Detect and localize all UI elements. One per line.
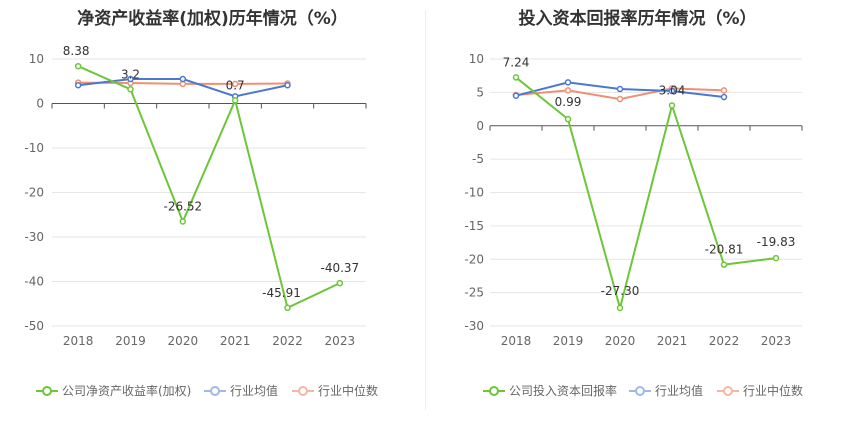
legend-line-marker-icon: [36, 385, 58, 396]
data-label: 0.99: [555, 95, 582, 109]
y-tick-label: -30: [464, 319, 484, 333]
company-series-point: [74, 62, 82, 70]
company-series-point: [720, 261, 728, 268]
legend-line-marker-icon: [204, 385, 226, 396]
legend-label-industry-average: 行业均值: [230, 384, 279, 398]
legend-item-industry-median[interactable]: 行业中位数: [717, 382, 803, 399]
company-series-point: [179, 218, 187, 225]
x-tick-label: 2022: [709, 334, 740, 348]
industry-median-series-point: [616, 95, 624, 103]
y-tick-label: -20: [464, 252, 484, 266]
x-tick-label: 2019: [115, 334, 146, 348]
industry-average-series-point: [668, 87, 676, 95]
roe-chart-panel: 净资产收益率(加权)历年情况（%） 10 0 -10 -20 -30 -40 -50 2018…: [0, 9, 425, 402]
industry-median-series-point: [720, 87, 728, 94]
company-series-point: [512, 74, 520, 81]
y-tick-label: 0: [36, 97, 44, 111]
data-label: 3.04: [659, 83, 686, 97]
company-series-point: [668, 102, 676, 109]
y-tick-label: 10: [29, 52, 44, 66]
data-label: -26.52: [163, 200, 202, 214]
data-label: 8.38: [63, 44, 90, 58]
company-series-point: [336, 279, 344, 287]
data-label: -20.81: [705, 243, 744, 257]
legend-item-industry-average[interactable]: 行业均值: [204, 382, 278, 399]
company-series-line: [515, 76, 777, 312]
y-tick-label: -5: [472, 152, 484, 166]
legend-item-industry-average[interactable]: 行业均值: [629, 382, 703, 399]
x-tick-label: 2023: [761, 334, 792, 348]
x-tick-label: 2019: [553, 334, 584, 348]
roe-chart-plot: 10 0 -10 -20 -30 -40 -50 2018 2019 2020 2021 2022 20…: [24, 44, 367, 348]
x-tick-label: 2018: [63, 334, 94, 348]
industry-average-series-point: [284, 82, 291, 89]
industry-average-series-point: [74, 82, 82, 89]
legend-line-marker-icon: [292, 385, 314, 396]
panel-divider: [425, 10, 426, 410]
legend-item-company-roic[interactable]: 公司投入资本回报率: [483, 382, 617, 399]
data-label: 0.7: [226, 78, 245, 92]
company-series-point: [231, 97, 239, 104]
data-label: 7.24: [503, 55, 530, 69]
legend-item-industry-median[interactable]: 行业中位数: [292, 382, 378, 399]
industry-average-series-point: [616, 85, 624, 93]
data-label: -19.83: [757, 235, 796, 249]
y-tick-label: -10: [464, 186, 484, 200]
roe-chart-legend: 公司净资产收益率(加权) 行业均值 行业中位数: [0, 382, 425, 402]
industry-average-series-point: [512, 92, 520, 99]
company-series-point: [564, 115, 572, 123]
y-tick-label: -20: [24, 186, 44, 200]
roic-chart-panel: 投入资本回报率历年情况（%） 10 5 0 -5 -10 -15 -20 -25 -30 2018…: [425, 0, 850, 437]
legend-item-company-roe[interactable]: 公司净资产收益率(加权): [36, 382, 191, 399]
legend-label-industry-average: 行业均值: [655, 384, 704, 398]
legend-label-industry-median: 行业中位数: [743, 384, 804, 398]
company-series-point: [772, 254, 780, 262]
roic-chart-title: 投入资本回报率历年情况（%）: [518, 9, 757, 29]
data-label: -40.37: [320, 261, 359, 275]
y-tick-label: -25: [464, 286, 484, 300]
y-tick-label: -15: [464, 219, 484, 233]
y-tick-label: -40: [24, 275, 44, 289]
legend-label-industry-median: 行业中位数: [318, 384, 379, 398]
legend-label-company-roic: 公司投入资本回报率: [509, 384, 618, 398]
x-tick-label: 2022: [272, 334, 303, 348]
legend-line-marker-icon: [717, 385, 739, 396]
industry-median-series-point: [564, 87, 572, 94]
company-series-point: [127, 86, 134, 93]
industry-average-series-point: [127, 75, 134, 83]
y-tick-label: -50: [24, 319, 44, 333]
x-tick-label: 2018: [501, 334, 532, 348]
company-series-line: [77, 65, 341, 310]
legend-line-marker-icon: [483, 385, 505, 396]
y-tick-label: -10: [24, 141, 44, 155]
industry-average-series-point: [720, 93, 728, 101]
x-tick-label: 2021: [657, 334, 688, 348]
legend-label-company-roe: 公司净资产收益率(加权): [62, 384, 192, 398]
industry-average-series-point: [179, 75, 187, 83]
legend-line-marker-icon: [629, 385, 651, 396]
roe-chart-title: 净资产收益率(加权)历年情况（%）: [77, 9, 348, 29]
data-label: -27.30: [601, 284, 640, 298]
x-tick-label: 2020: [168, 334, 199, 348]
industry-median-series-point: [231, 80, 239, 88]
data-label: 3.2: [121, 67, 140, 81]
y-tick-label: 5: [476, 85, 484, 99]
company-series-point: [284, 304, 291, 312]
y-tick-label: 0: [476, 119, 484, 133]
x-tick-label: 2020: [605, 334, 636, 348]
x-tick-label: 2021: [220, 334, 251, 348]
data-label: -45.91: [262, 286, 301, 300]
company-series-point: [616, 304, 624, 312]
x-tick-label: 2023: [325, 334, 356, 348]
y-tick-label: 10: [469, 52, 484, 66]
industry-average-series-point: [564, 79, 572, 86]
y-tick-label: -30: [24, 230, 44, 244]
roic-chart-plot: 10 5 0 -5 -10 -15 -20 -25 -30 2018 2019 2020 2021 202…: [464, 52, 803, 348]
roic-chart-legend: 公司投入资本回报率 行业均值 行业中位数: [425, 382, 850, 402]
